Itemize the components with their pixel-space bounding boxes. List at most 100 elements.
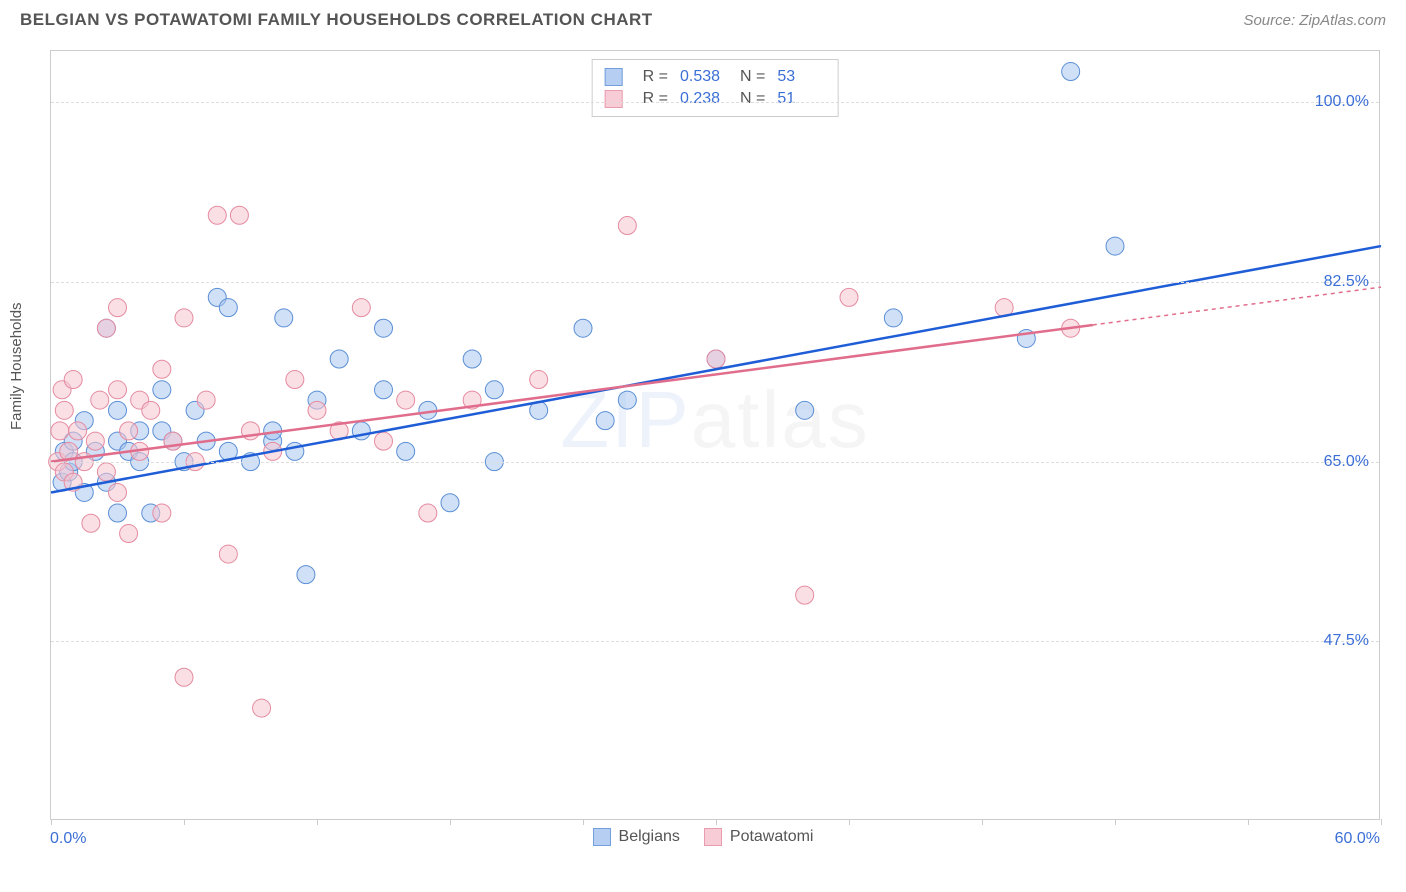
x-tick xyxy=(716,819,717,825)
scatter-point xyxy=(51,422,69,440)
trend-line-extrapolated xyxy=(1093,287,1381,325)
r-label: R = xyxy=(643,68,668,86)
x-tick xyxy=(583,819,584,825)
legend-item: Belgians xyxy=(593,828,680,846)
scatter-point xyxy=(109,483,127,501)
correlation-legend: R = 0.538 N = 53 R = 0.238 N = 51 xyxy=(592,59,839,117)
scatter-point xyxy=(796,401,814,419)
correlation-legend-row: R = 0.238 N = 51 xyxy=(605,88,826,110)
legend-swatch xyxy=(593,828,611,846)
scatter-point xyxy=(208,206,226,224)
scatter-point xyxy=(796,586,814,604)
scatter-point xyxy=(596,412,614,430)
scatter-point xyxy=(297,566,315,584)
n-value: 51 xyxy=(777,90,825,108)
source-label: Source: ZipAtlas.com xyxy=(1243,12,1386,29)
scatter-point xyxy=(308,401,326,419)
y-tick-label: 100.0% xyxy=(1315,93,1369,111)
scatter-point xyxy=(97,319,115,337)
scatter-point xyxy=(884,309,902,327)
x-tick xyxy=(317,819,318,825)
scatter-point xyxy=(230,206,248,224)
scatter-point xyxy=(120,422,138,440)
r-label: R = xyxy=(643,90,668,108)
scatter-point xyxy=(485,381,503,399)
scatter-point xyxy=(86,432,104,450)
y-tick-label: 82.5% xyxy=(1324,273,1369,291)
scatter-point xyxy=(441,494,459,512)
scatter-point xyxy=(530,371,548,389)
scatter-point xyxy=(91,391,109,409)
scatter-point xyxy=(175,309,193,327)
gridline xyxy=(51,102,1379,103)
legend-swatch xyxy=(704,828,722,846)
x-tick xyxy=(1115,819,1116,825)
scatter-point xyxy=(109,401,127,419)
scatter-point xyxy=(153,504,171,522)
scatter-point xyxy=(1106,237,1124,255)
n-value: 53 xyxy=(777,68,825,86)
n-label: N = xyxy=(740,90,765,108)
scatter-point xyxy=(375,319,393,337)
series-legend: Belgians Potawatomi xyxy=(0,828,1406,851)
scatter-point xyxy=(286,371,304,389)
y-tick-label: 47.5% xyxy=(1324,632,1369,650)
x-tick xyxy=(849,819,850,825)
scatter-point xyxy=(352,299,370,317)
scatter-point xyxy=(153,360,171,378)
scatter-point xyxy=(397,442,415,460)
chart-title: BELGIAN VS POTAWATOMI FAMILY HOUSEHOLDS … xyxy=(20,10,653,30)
y-tick-label: 65.0% xyxy=(1324,453,1369,471)
scatter-point xyxy=(397,391,415,409)
scatter-point xyxy=(375,432,393,450)
scatter-point xyxy=(64,371,82,389)
gridline xyxy=(51,641,1379,642)
scatter-point xyxy=(109,381,127,399)
r-value: 0.538 xyxy=(680,68,728,86)
legend-swatch xyxy=(605,90,623,108)
scatter-point xyxy=(1062,63,1080,81)
scatter-point xyxy=(618,391,636,409)
scatter-point xyxy=(275,309,293,327)
scatter-point xyxy=(618,217,636,235)
x-tick xyxy=(184,819,185,825)
scatter-point xyxy=(574,319,592,337)
x-tick xyxy=(982,819,983,825)
x-tick xyxy=(450,819,451,825)
x-tick xyxy=(51,819,52,825)
scatter-svg xyxy=(51,51,1379,819)
legend-swatch xyxy=(605,68,623,86)
scatter-point xyxy=(330,350,348,368)
scatter-point xyxy=(219,545,237,563)
scatter-point xyxy=(219,299,237,317)
scatter-point xyxy=(55,401,73,419)
scatter-point xyxy=(153,381,171,399)
scatter-point xyxy=(375,381,393,399)
scatter-point xyxy=(109,504,127,522)
scatter-point xyxy=(419,504,437,522)
scatter-point xyxy=(142,401,160,419)
chart-plot-area: ZIPatlas R =0.538N =53R =0.238N =51 47.5… xyxy=(50,50,1380,820)
n-label: N = xyxy=(740,68,765,86)
scatter-point xyxy=(197,391,215,409)
scatter-point xyxy=(69,422,87,440)
scatter-point xyxy=(707,350,725,368)
trend-line xyxy=(51,246,1381,492)
legend-item: Potawatomi xyxy=(704,828,814,846)
r-value: 0.238 xyxy=(680,90,728,108)
x-tick xyxy=(1248,819,1249,825)
scatter-point xyxy=(109,299,127,317)
scatter-point xyxy=(82,514,100,532)
scatter-point xyxy=(253,699,271,717)
y-axis-label: Family Households xyxy=(8,302,25,430)
legend-label: Potawatomi xyxy=(730,828,814,846)
gridline xyxy=(51,462,1379,463)
scatter-point xyxy=(120,525,138,543)
gridline xyxy=(51,282,1379,283)
scatter-point xyxy=(97,463,115,481)
scatter-point xyxy=(840,288,858,306)
legend-label: Belgians xyxy=(619,828,680,846)
scatter-point xyxy=(463,350,481,368)
scatter-point xyxy=(175,668,193,686)
x-tick xyxy=(1381,819,1382,825)
